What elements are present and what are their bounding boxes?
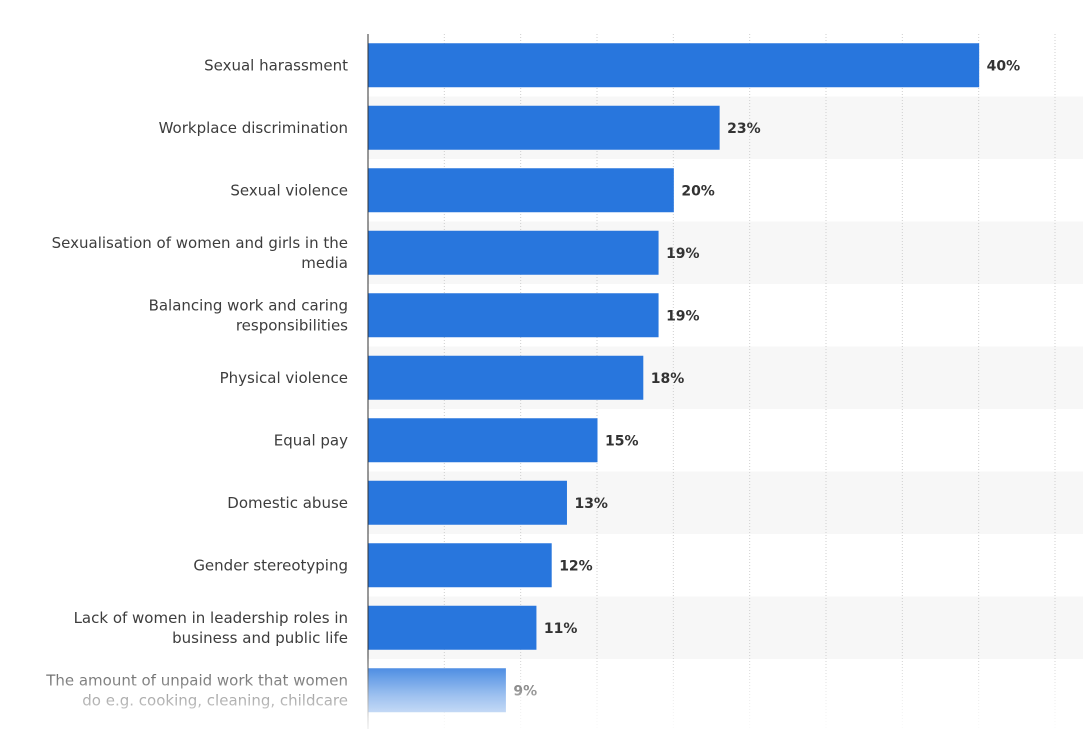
bar[interactable] xyxy=(368,293,659,338)
category-label-line: Gender stereotyping xyxy=(193,556,348,574)
bar[interactable] xyxy=(368,605,537,650)
category-label: Workplace discrimination xyxy=(159,119,348,137)
bar[interactable] xyxy=(368,43,980,88)
bar[interactable] xyxy=(368,355,644,400)
category-label: Sexual violence xyxy=(230,181,348,199)
category-label-line: Sexual harassment xyxy=(204,56,348,74)
bar[interactable] xyxy=(368,418,598,463)
bar[interactable] xyxy=(368,230,659,275)
bar[interactable] xyxy=(368,168,674,213)
value-label: 40% xyxy=(987,58,1021,74)
category-label-line: Sexualisation of women and girls in the xyxy=(52,234,348,252)
category-label-line: Physical violence xyxy=(220,369,348,387)
bar[interactable] xyxy=(368,668,506,713)
bar[interactable] xyxy=(368,105,720,150)
category-label-line: do e.g. cooking, cleaning, childcare xyxy=(82,691,348,709)
category-label-line: Lack of women in leadership roles in xyxy=(74,609,348,627)
category-label: Balancing work and caring responsibilitie… xyxy=(149,296,349,334)
category-label-line: responsibilities xyxy=(236,316,348,334)
value-label: 11% xyxy=(544,621,578,637)
category-label: Sexual harassment xyxy=(204,56,348,74)
category-label-line: business and public life xyxy=(172,629,348,647)
bar[interactable] xyxy=(368,480,567,525)
category-label-line: Equal pay xyxy=(274,431,348,449)
value-label: 20% xyxy=(681,183,715,199)
category-label: The amount of unpaid work that women do e… xyxy=(45,671,348,709)
category-label: Gender stereotyping xyxy=(193,556,348,574)
category-label-line: media xyxy=(301,254,348,272)
category-label: Domestic abuse xyxy=(227,494,348,512)
value-label: 13% xyxy=(574,496,608,512)
value-label: 15% xyxy=(605,433,639,449)
category-label: Physical violence xyxy=(220,369,348,387)
category-label: Sexualisation of women and girls in the m… xyxy=(52,234,348,272)
bars xyxy=(368,43,980,713)
category-label-line: Workplace discrimination xyxy=(159,119,348,137)
value-label: 19% xyxy=(666,246,700,262)
value-label: 19% xyxy=(666,308,700,324)
value-label: 18% xyxy=(651,371,685,387)
category-label: Equal pay xyxy=(274,431,348,449)
category-labels: Sexual harassment Workplace discriminatio… xyxy=(45,56,348,709)
value-label: 12% xyxy=(559,558,593,574)
category-label-line: Sexual violence xyxy=(230,181,348,199)
category-label-line: Balancing work and caring xyxy=(149,296,348,314)
value-label: 9% xyxy=(513,683,537,699)
value-label: 23% xyxy=(727,121,761,137)
category-label-line: The amount of unpaid work that women xyxy=(45,671,348,689)
category-label: Lack of women in leadership roles in busi… xyxy=(74,609,348,647)
bar[interactable] xyxy=(368,543,552,588)
category-label-line: Domestic abuse xyxy=(227,494,348,512)
